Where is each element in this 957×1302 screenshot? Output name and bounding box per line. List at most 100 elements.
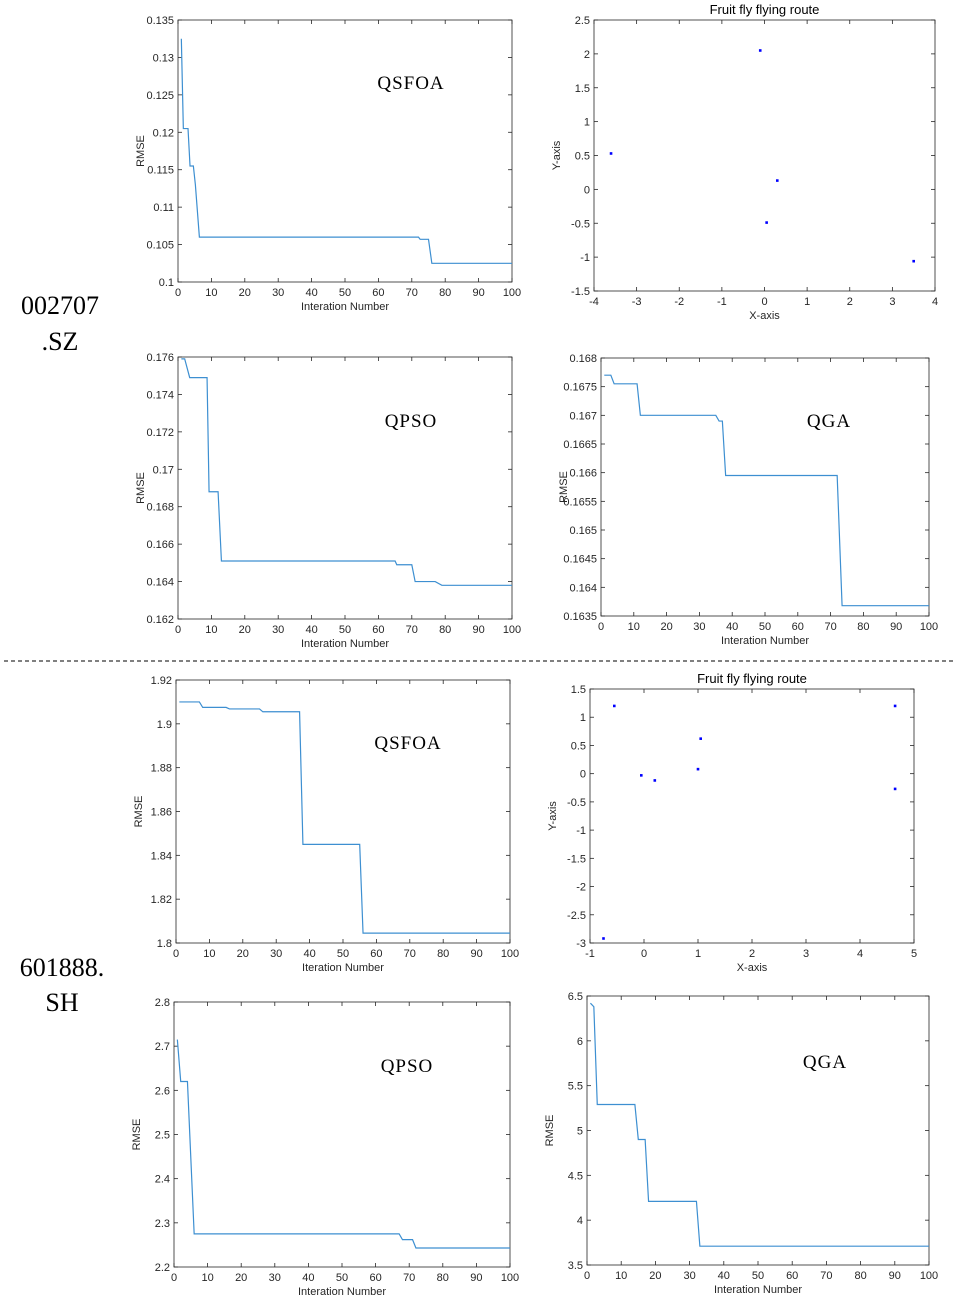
y-tick-label: 0.168: [569, 353, 597, 365]
y-tick-label: 2.2: [155, 1262, 170, 1274]
x-tick-label: 100: [503, 287, 521, 299]
rmse-series-line: [604, 374, 929, 607]
x-tick-label: 40: [718, 1270, 730, 1282]
chart-sh_qpso: 0 10 20 30 40 50 60 70 80 90 100 2.2 2.3 2.4 2.5 2.6 2.7…: [131, 997, 519, 1298]
x-tick-label: 3: [889, 296, 895, 308]
x-tick-label: 50: [339, 624, 351, 636]
plot-frame: [175, 679, 511, 944]
x-tick-label: 80: [439, 624, 451, 636]
route-point: [775, 179, 779, 182]
chart-sh_qga: 0 10 20 30 40 50 60 70 80 90 100 3.5 4 4.5 5 5.5 6 6.5 Int…: [544, 991, 938, 1296]
x-tick-label: 2: [847, 296, 853, 308]
x-tick-label: 20: [237, 948, 249, 960]
y-tick-label: -2.5: [567, 910, 586, 922]
x-tick-label: 60: [369, 1272, 381, 1284]
x-tick-label: 60: [372, 624, 384, 636]
x-tick-label: 20: [239, 624, 251, 636]
x-tick-label: 80: [854, 1270, 866, 1282]
x-axis-label: Interation Number: [298, 1286, 386, 1298]
plot-frame: [177, 19, 513, 283]
x-tick-label: 70: [403, 1272, 415, 1284]
y-tick-label: 2.3: [155, 1218, 170, 1230]
y-tick-label: 1.88: [151, 763, 172, 775]
y-tick-label: 4: [577, 1215, 583, 1227]
x-tick-label: 3: [803, 948, 809, 960]
y-axis-label: Y-axis: [547, 801, 559, 831]
y-tick-label: 0.1675: [563, 382, 597, 394]
x-tick-label: 50: [752, 1270, 764, 1282]
x-tick-label: 90: [470, 1272, 482, 1284]
x-tick-label: 20: [235, 1272, 247, 1284]
stock-code-line1: 601888.: [20, 953, 105, 982]
x-tick-label: 70: [406, 287, 418, 299]
route-point: [609, 152, 613, 155]
y-tick-label: 0.17: [153, 464, 174, 476]
x-tick-label: 10: [201, 1272, 213, 1284]
y-axis-label: RMSE: [135, 135, 147, 167]
x-tick-label: 100: [920, 1270, 938, 1282]
x-tick-label: 0: [175, 624, 181, 636]
y-tick-label: -0.5: [567, 797, 586, 809]
y-tick-label: 2.8: [155, 997, 170, 1009]
x-tick-label: 80: [437, 1272, 449, 1284]
x-tick-label: 100: [501, 948, 519, 960]
x-axis-label: X-axis: [749, 310, 780, 322]
x-tick-label: 50: [339, 287, 351, 299]
y-tick-label: 2.5: [155, 1130, 170, 1142]
plot-frame: [589, 688, 915, 944]
y-tick-label: 6: [577, 1036, 583, 1048]
x-axis-label: Interation Number: [301, 301, 389, 313]
y-tick-label: -1.5: [571, 286, 590, 298]
y-tick-label: -1: [580, 252, 590, 264]
x-tick-label: 50: [336, 1272, 348, 1284]
rmse-series-line: [176, 1039, 510, 1249]
y-tick-label: 4.5: [568, 1170, 583, 1182]
x-tick-label: 90: [472, 624, 484, 636]
x-tick-label: 10: [205, 287, 217, 299]
y-tick-label: 2.6: [155, 1085, 170, 1097]
x-tick-label: 90: [470, 948, 482, 960]
route-point: [765, 221, 768, 224]
x-tick-label: 60: [792, 621, 804, 633]
y-axis-label: Y-axis: [551, 140, 563, 170]
x-tick-label: 5: [911, 948, 917, 960]
y-tick-label: 1.5: [571, 684, 586, 696]
x-tick-label: 60: [372, 287, 384, 299]
x-tick-label: 30: [269, 1272, 281, 1284]
x-tick-label: 70: [404, 948, 416, 960]
rmse-series-line: [179, 701, 510, 934]
route-point: [602, 937, 605, 940]
plot-frame: [600, 357, 930, 617]
route-point: [758, 49, 762, 52]
y-tick-label: 1: [584, 117, 590, 129]
x-tick-label: 20: [660, 621, 672, 633]
y-tick-label: 0.1645: [563, 554, 597, 566]
y-tick-label: 0.166: [569, 468, 597, 480]
y-axis-label: RMSE: [135, 472, 147, 504]
y-tick-label: 0.168: [146, 502, 174, 514]
x-tick-label: 0: [175, 287, 181, 299]
rmse-series-line: [181, 358, 512, 586]
y-tick-label: 0.1655: [563, 496, 597, 508]
y-tick-label: 0.1: [159, 277, 174, 289]
y-tick-label: 2.5: [575, 15, 590, 27]
x-tick-label: 40: [302, 1272, 314, 1284]
x-axis-label: Interation Number: [721, 635, 809, 647]
chart-sz_route: -4 -3 -2 -1 0 1 2 3 4 -1.5 -1 -0.5 0 0.5 1 1.5 2 2.5 X-axi…: [551, 2, 938, 322]
x-tick-label: 100: [920, 621, 938, 633]
x-tick-label: 30: [272, 287, 284, 299]
x-tick-label: 80: [437, 948, 449, 960]
x-tick-label: 100: [501, 1272, 519, 1284]
x-tick-label: 4: [857, 948, 863, 960]
x-tick-label: 60: [786, 1270, 798, 1282]
route-point: [613, 704, 616, 708]
x-tick-label: 40: [305, 287, 317, 299]
x-tick-label: 70: [824, 621, 836, 633]
y-tick-label: -1.5: [567, 853, 586, 865]
chart-sz_qpso: 0 10 20 30 40 50 60 70 80 90 100 0.162 0.164 0.166 0.1…: [135, 352, 521, 650]
y-tick-label: 0: [580, 769, 586, 781]
y-axis-label: RMSE: [131, 1119, 143, 1151]
y-tick-label: 0: [584, 184, 590, 196]
route-point: [912, 259, 915, 263]
y-tick-label: 1.9: [157, 719, 172, 731]
